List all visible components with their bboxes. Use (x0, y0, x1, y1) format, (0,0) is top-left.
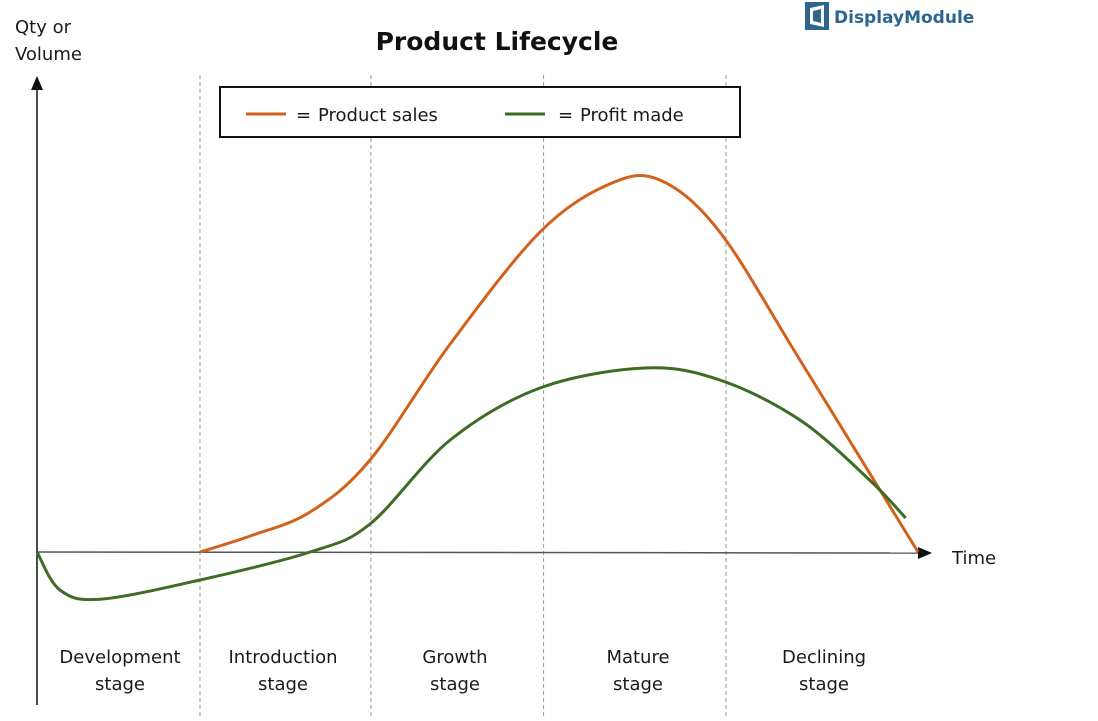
stage-label-mature-2: stage (613, 674, 663, 695)
stage-label-growth-1: Growth (422, 647, 487, 668)
stage-label-declining-2: stage (799, 674, 849, 695)
stage-label-development-1: Development (59, 647, 180, 668)
legend-equals-profit: = (558, 105, 573, 126)
legend: = Product sales = Profit made (219, 86, 741, 138)
stage-dividers (199, 75, 727, 718)
legend-box (219, 86, 741, 138)
stage-labels: Development stage Introduction stage Gro… (59, 647, 866, 695)
legend-equals-sales: = (296, 105, 311, 126)
y-axis-label-line1: Qty or (15, 17, 72, 38)
legend-label-product-sales: Product sales (318, 105, 438, 126)
logo-icon (805, 2, 829, 30)
y-axis-label-line2: Volume (15, 44, 82, 65)
x-axis-arrow-icon (918, 547, 932, 559)
legend-label-profit-made: Profit made (580, 105, 684, 126)
x-axis (36, 551, 919, 554)
series-group (35, 173, 920, 602)
stage-label-mature-1: Mature (606, 647, 669, 668)
x-axis-label: Time (951, 548, 996, 569)
stage-label-declining-1: Declining (782, 647, 866, 668)
stage-label-growth-2: stage (430, 674, 480, 695)
series-line-product-sales (199, 173, 920, 554)
stage-label-introduction-2: stage (258, 674, 308, 695)
displaymodule-logo: DisplayModule (805, 2, 974, 30)
chart-title: Product Lifecycle (376, 27, 619, 56)
series-line-profit-made (35, 366, 907, 602)
logo-text: DisplayModule (834, 8, 974, 28)
stage-label-development-2: stage (95, 674, 145, 695)
stage-label-introduction-1: Introduction (228, 647, 337, 668)
y-axis-arrow-icon (31, 76, 43, 90)
